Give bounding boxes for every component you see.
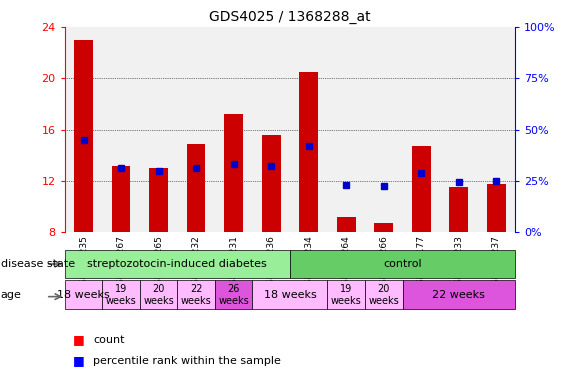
Bar bbox=[187, 144, 205, 232]
Bar bbox=[403, 280, 515, 309]
Text: 20
weeks: 20 weeks bbox=[143, 284, 174, 306]
Bar bbox=[102, 27, 140, 232]
Bar bbox=[328, 280, 365, 309]
Bar bbox=[290, 27, 328, 232]
Text: disease state: disease state bbox=[1, 259, 75, 269]
Bar bbox=[252, 27, 290, 232]
Text: ■: ■ bbox=[73, 333, 85, 346]
Bar bbox=[74, 40, 93, 232]
Bar bbox=[252, 280, 328, 309]
Bar bbox=[365, 280, 403, 309]
Bar bbox=[215, 280, 252, 309]
Text: control: control bbox=[383, 259, 422, 269]
Bar bbox=[477, 27, 515, 232]
Bar bbox=[290, 250, 515, 278]
Bar bbox=[224, 114, 243, 232]
Bar bbox=[328, 27, 365, 232]
Bar bbox=[440, 27, 477, 232]
Bar bbox=[102, 280, 140, 309]
Text: 19
weeks: 19 weeks bbox=[106, 284, 136, 306]
Text: streptozotocin-induced diabetes: streptozotocin-induced diabetes bbox=[87, 259, 267, 269]
Bar bbox=[300, 72, 318, 232]
Bar bbox=[365, 27, 403, 232]
Bar bbox=[337, 217, 356, 232]
Bar bbox=[412, 146, 431, 232]
Text: count: count bbox=[93, 335, 124, 345]
Bar bbox=[65, 250, 290, 278]
Text: 20
weeks: 20 weeks bbox=[368, 284, 399, 306]
Text: 18 weeks: 18 weeks bbox=[57, 290, 110, 300]
Bar bbox=[177, 280, 215, 309]
Bar bbox=[177, 27, 215, 232]
Bar bbox=[65, 280, 102, 309]
Text: percentile rank within the sample: percentile rank within the sample bbox=[93, 356, 281, 366]
Bar bbox=[140, 280, 177, 309]
Bar bbox=[215, 27, 252, 232]
Text: age: age bbox=[1, 290, 21, 300]
Bar bbox=[111, 166, 131, 232]
Bar bbox=[140, 27, 177, 232]
Title: GDS4025 / 1368288_at: GDS4025 / 1368288_at bbox=[209, 10, 371, 25]
Text: 18 weeks: 18 weeks bbox=[263, 290, 316, 300]
Bar bbox=[449, 187, 468, 232]
Text: ■: ■ bbox=[73, 354, 85, 367]
Text: 26
weeks: 26 weeks bbox=[218, 284, 249, 306]
Text: 22
weeks: 22 weeks bbox=[181, 284, 212, 306]
Text: 19
weeks: 19 weeks bbox=[331, 284, 361, 306]
Bar bbox=[149, 168, 168, 232]
Text: 22 weeks: 22 weeks bbox=[432, 290, 485, 300]
Bar bbox=[374, 223, 393, 232]
Bar bbox=[487, 184, 506, 232]
Bar bbox=[403, 27, 440, 232]
Bar bbox=[65, 27, 102, 232]
Bar bbox=[262, 135, 280, 232]
